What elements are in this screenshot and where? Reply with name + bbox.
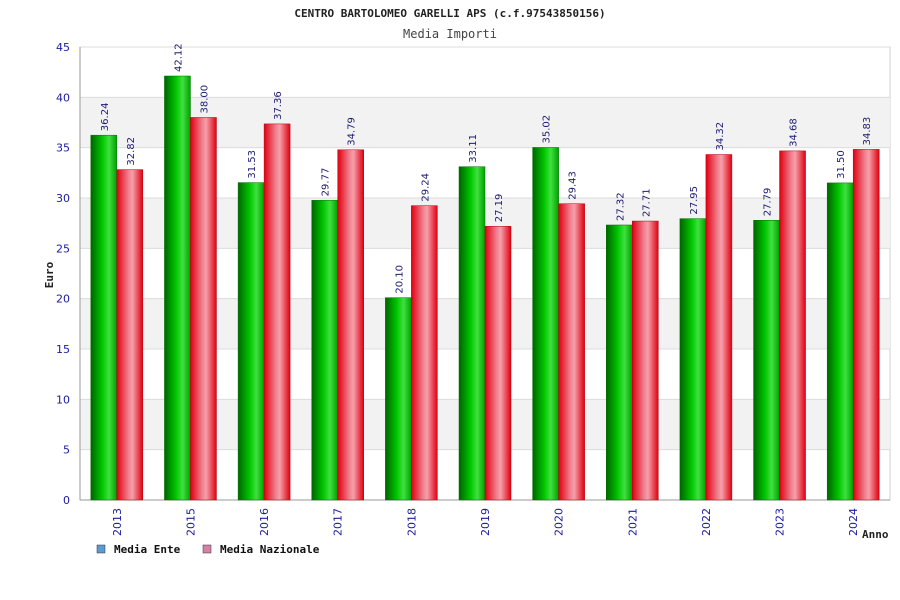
data-label: 34.79 xyxy=(347,117,358,146)
bar-media-nazionale-2019 xyxy=(484,226,512,501)
x-axis-ticks: 2013 2015 2016 2017 2018 2019 2020 2021 2022 2023… xyxy=(111,508,860,536)
data-label: 37.36 xyxy=(273,91,284,120)
y-tick-label: 35 xyxy=(56,142,70,155)
data-label: 27.32 xyxy=(615,192,626,221)
x-tick-label: 2018 xyxy=(405,508,418,536)
bar-media-nazionale-2023 xyxy=(779,150,806,501)
y-tick-label: 10 xyxy=(56,393,70,406)
y-tick-label: 45 xyxy=(56,41,70,54)
legend-swatch-media-nazionale xyxy=(202,544,212,554)
x-tick-label: 2015 xyxy=(184,508,197,536)
data-label: 29.24 xyxy=(420,173,431,202)
x-tick-label: 2023 xyxy=(774,508,787,536)
bar-media-ente-2018 xyxy=(385,297,412,501)
data-label: 38.00 xyxy=(199,85,210,114)
y-tick-label: 30 xyxy=(56,192,70,205)
bar-media-nazionale-2018 xyxy=(411,205,438,501)
y-tick-label: 20 xyxy=(56,293,70,306)
legend-swatch-media-ente xyxy=(96,544,106,554)
bar-media-nazionale-2024 xyxy=(852,149,880,501)
y-tick-label: 15 xyxy=(56,343,70,356)
bar-media-ente-2016 xyxy=(237,182,265,501)
x-tick-label: 2016 xyxy=(258,508,271,536)
data-label: 27.19 xyxy=(494,194,505,223)
y-tick-label: 40 xyxy=(56,91,70,104)
data-label: 31.50 xyxy=(836,150,847,179)
x-tick-label: 2013 xyxy=(111,508,124,536)
legend: Media Ente Media Nazionale xyxy=(96,543,320,556)
bar-media-ente-2013 xyxy=(90,134,118,501)
x-tick-label: 2021 xyxy=(626,508,639,536)
bar-media-ente-2022 xyxy=(679,218,707,501)
data-label: 29.77 xyxy=(321,168,332,197)
data-label: 27.95 xyxy=(689,186,700,215)
data-label: 31.53 xyxy=(247,150,258,179)
y-axis-label: Euro xyxy=(43,261,56,288)
bar-media-nazionale-2016 xyxy=(263,123,291,501)
y-tick-label: 0 xyxy=(63,494,70,507)
legend-label-media-ente: Media Ente xyxy=(114,543,181,556)
bar-media-ente-2020 xyxy=(532,147,559,501)
bar-media-nazionale-2013 xyxy=(116,169,144,501)
data-label: 29.43 xyxy=(568,171,579,200)
bar-media-nazionale-2021 xyxy=(632,220,659,501)
bar-media-ente-2023 xyxy=(753,219,780,501)
chart-subtitle: Media Importi xyxy=(403,27,497,41)
data-label: 42.12 xyxy=(173,43,184,72)
data-label: 32.82 xyxy=(126,137,137,166)
bar-media-ente-2017 xyxy=(311,200,338,501)
bar-media-nazionale-2022 xyxy=(705,154,733,501)
data-label: 34.83 xyxy=(862,117,873,146)
x-tick-label: 2019 xyxy=(479,508,492,536)
data-label: 33.11 xyxy=(468,134,479,163)
x-tick-label: 2024 xyxy=(847,508,860,536)
legend-label-media-nazionale: Media Nazionale xyxy=(220,543,320,556)
chart-title: CENTRO BARTOLOMEO GARELLI APS (c.f.97543… xyxy=(294,7,605,20)
data-label: 27.71 xyxy=(641,188,652,217)
bar-media-nazionale-2020 xyxy=(558,203,585,501)
x-tick-label: 2022 xyxy=(700,508,713,536)
y-axis-ticks: 0 5 10 15 20 25 30 35 40 45 xyxy=(56,41,70,507)
bar-media-ente-2015 xyxy=(164,75,191,501)
data-label: 27.79 xyxy=(763,188,774,217)
bar-media-ente-2021 xyxy=(606,224,633,501)
bar-media-ente-2019 xyxy=(458,166,486,501)
data-label: 35.02 xyxy=(542,115,553,144)
data-label: 20.10 xyxy=(394,265,405,294)
y-tick-label: 25 xyxy=(56,242,70,255)
y-tick-label: 5 xyxy=(63,444,70,457)
x-tick-label: 2020 xyxy=(553,508,566,536)
bars xyxy=(90,75,880,501)
bar-media-nazionale-2017 xyxy=(337,149,364,501)
data-label: 34.32 xyxy=(715,122,726,151)
bar-media-ente-2024 xyxy=(826,182,854,501)
x-tick-label: 2017 xyxy=(332,508,345,536)
data-label: 34.68 xyxy=(789,118,800,147)
data-label: 36.24 xyxy=(100,103,111,132)
bar-media-nazionale-2015 xyxy=(190,117,217,501)
x-axis-label: Anno xyxy=(862,528,889,541)
data-labels: 36.24 32.82 42.12 38.00 31.53 37.36 29.77 34.79… xyxy=(100,43,873,293)
